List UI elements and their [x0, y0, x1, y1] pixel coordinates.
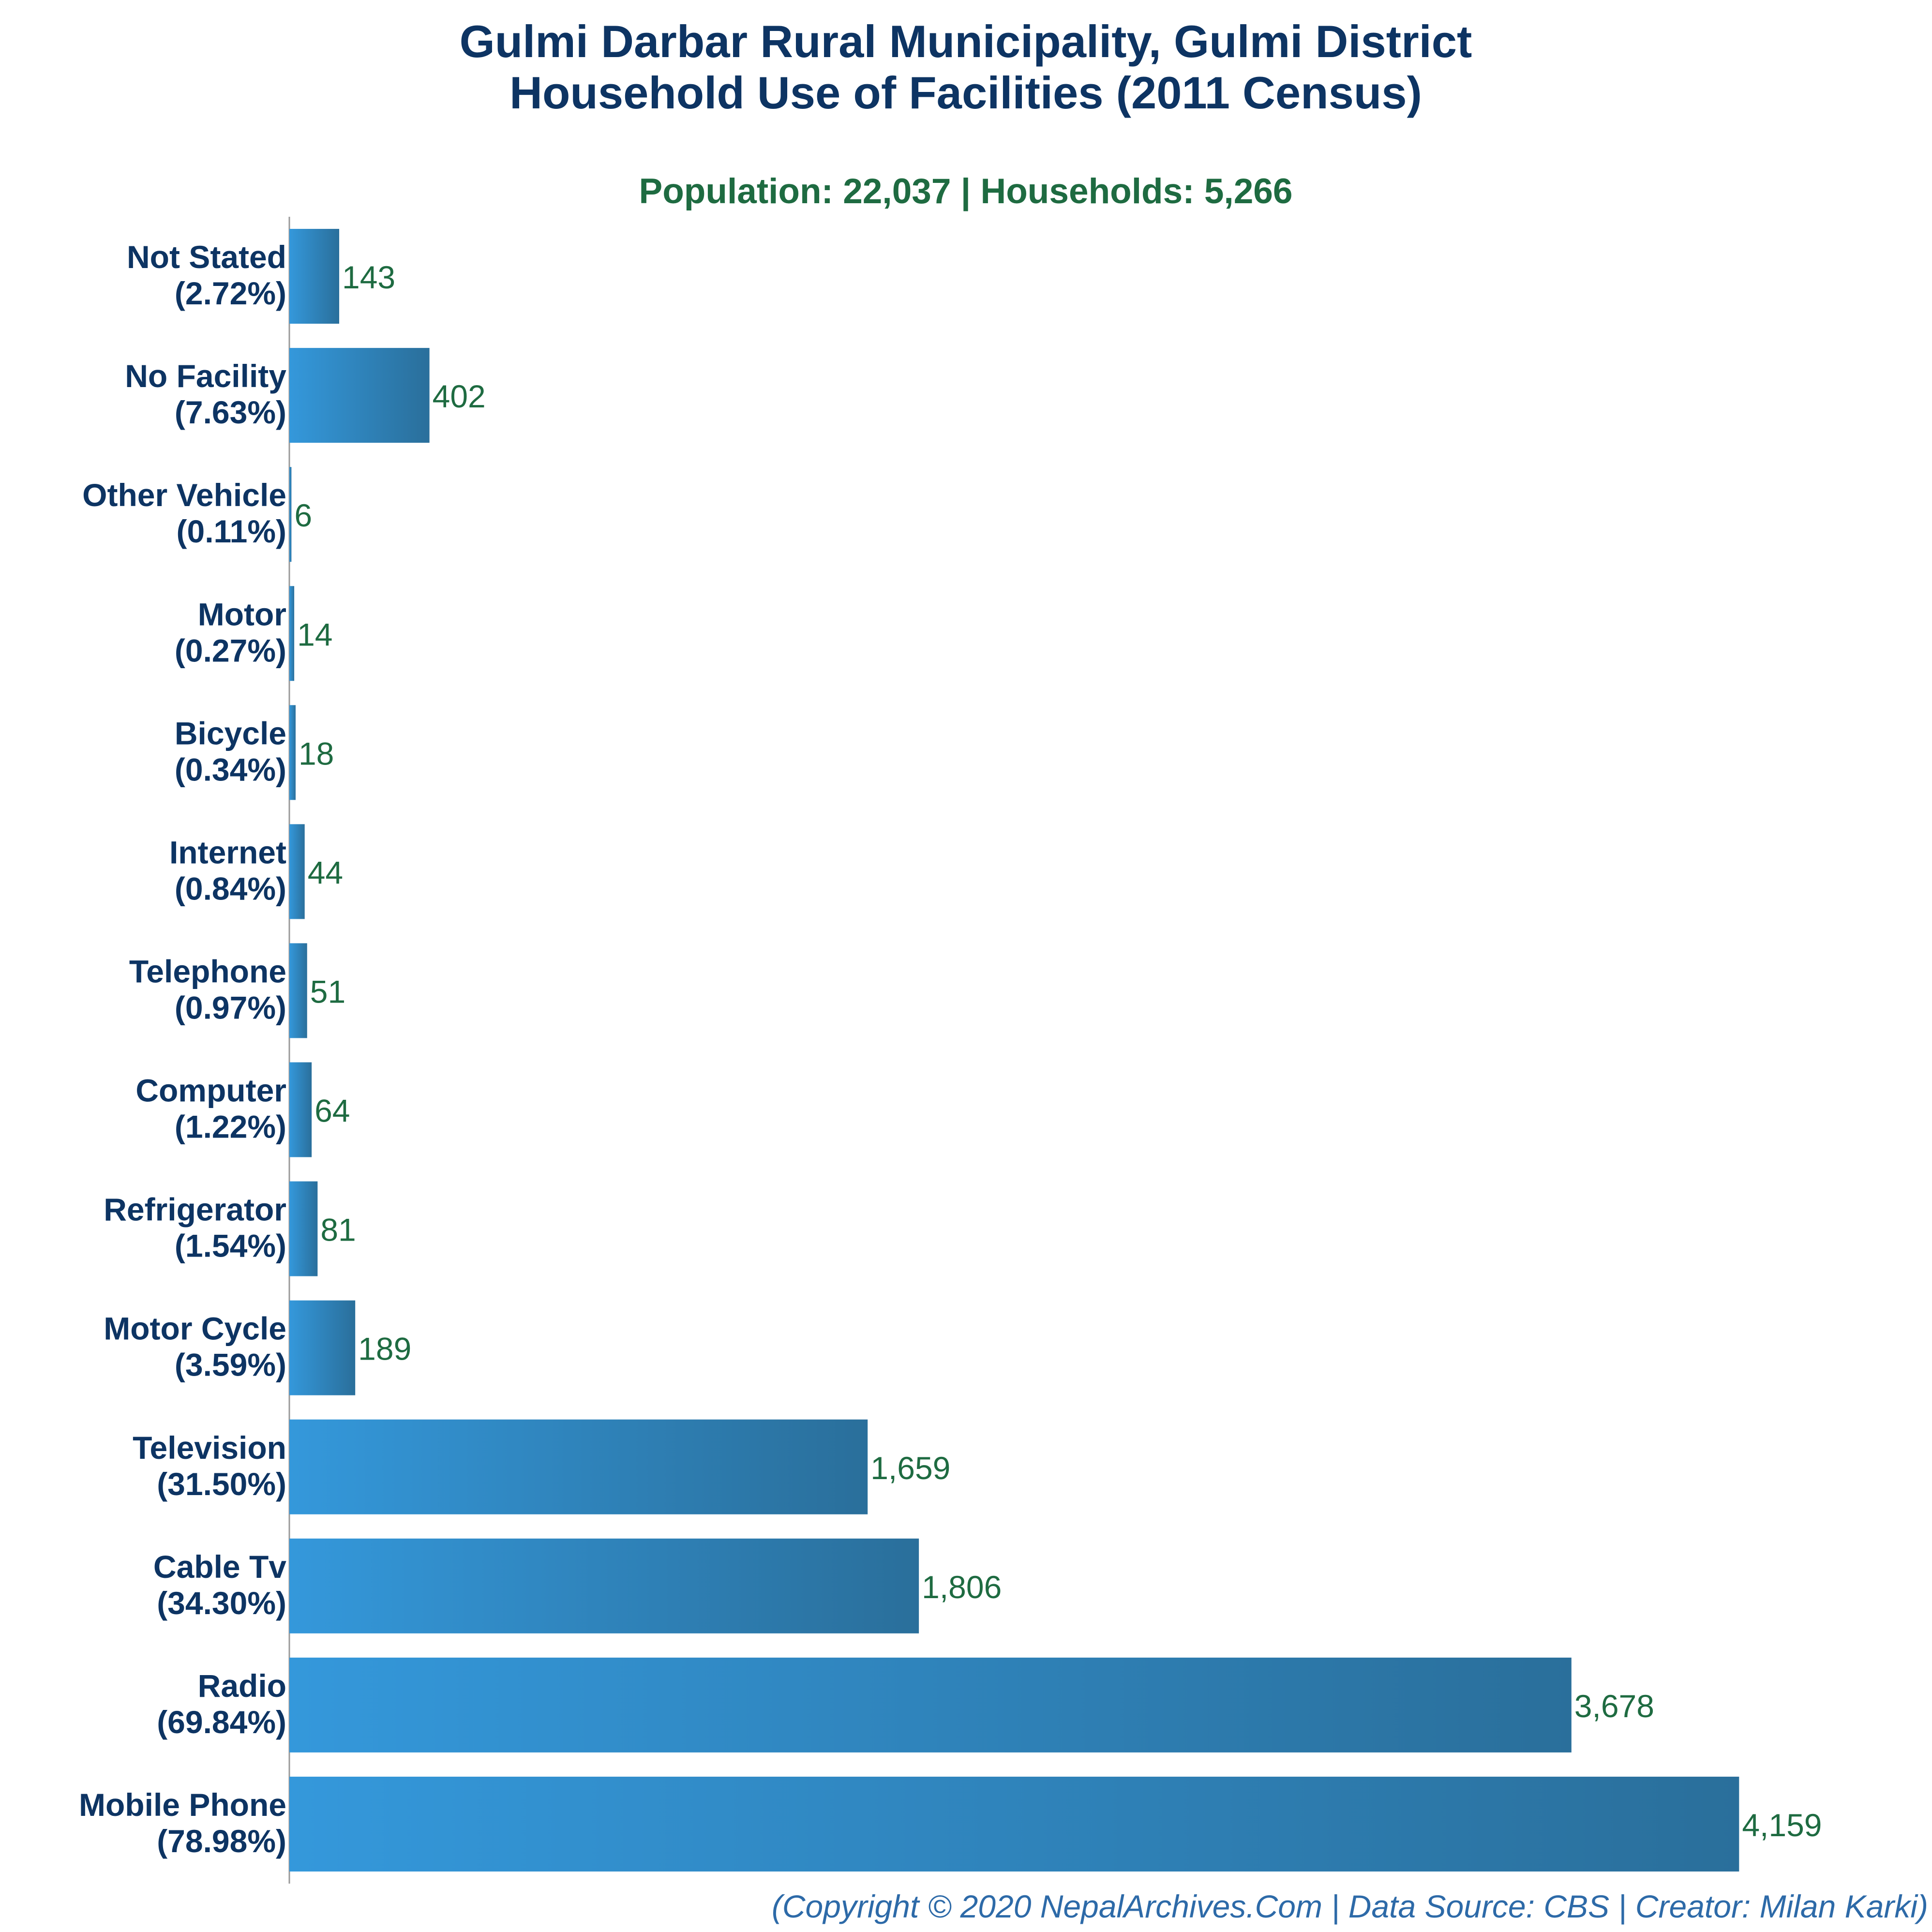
bar-radio: [289, 1657, 1572, 1752]
category-pct-not-stated: (2.72%): [175, 275, 286, 311]
chart-title-line-1: Gulmi Darbar Rural Municipality, Gulmi D…: [460, 16, 1472, 67]
category-pct-mobile-phone: (78.98%): [157, 1823, 286, 1859]
category-pct-motor: (0.27%): [175, 632, 286, 668]
bars: 143 Not Stated(2.72%) 402 No Facility(7.63%…: [79, 229, 1822, 1872]
value-label-no-facility: 402: [433, 378, 486, 414]
bar-mobile-phone: [289, 1776, 1739, 1872]
category-label-telephone: Telephone: [129, 953, 286, 989]
bar-refrigerator: [289, 1181, 318, 1276]
bar-cable-tv: [289, 1538, 919, 1633]
category-label-computer: Computer: [135, 1073, 286, 1108]
category-pct-no-facility: (7.63%): [175, 394, 286, 430]
bar-other-vehicle: [289, 467, 292, 562]
value-label-cable-tv: 1,806: [922, 1569, 1002, 1605]
value-label-television: 1,659: [870, 1450, 950, 1486]
bar-internet: [289, 824, 305, 919]
value-label-radio: 3,678: [1574, 1688, 1654, 1724]
category-pct-internet: (0.84%): [175, 870, 286, 906]
bar-computer: [289, 1062, 312, 1157]
category-label-no-facility: No Facility: [125, 358, 286, 394]
value-label-not-stated: 143: [342, 259, 395, 295]
category-pct-cable-tv: (34.30%): [157, 1585, 286, 1621]
value-label-bicycle: 18: [299, 735, 334, 771]
bar-no-facility: [289, 348, 430, 443]
chart-footer: (Copyright © 2020 NepalArchives.Com | Da…: [772, 1888, 1928, 1925]
value-label-computer: 64: [315, 1093, 350, 1129]
bar-bicycle: [289, 705, 296, 800]
bar-motor-cycle: [289, 1300, 356, 1395]
bar-not-stated: [289, 229, 340, 324]
category-label-radio: Radio: [198, 1668, 286, 1704]
category-label-bicycle: Bicycle: [175, 715, 286, 751]
value-label-telephone: 51: [310, 973, 345, 1009]
category-label-television: Television: [133, 1430, 286, 1466]
bar-motor: [289, 586, 295, 681]
category-pct-telephone: (0.97%): [175, 989, 286, 1025]
value-label-other-vehicle: 6: [294, 497, 312, 533]
category-pct-computer: (1.22%): [175, 1109, 286, 1145]
category-label-internet: Internet: [169, 834, 286, 870]
category-pct-radio: (69.84%): [157, 1704, 286, 1740]
bar-telephone: [289, 943, 307, 1038]
category-label-mobile-phone: Mobile Phone: [79, 1787, 286, 1823]
category-pct-television: (31.50%): [157, 1466, 286, 1502]
category-pct-refrigerator: (1.54%): [175, 1228, 286, 1264]
category-label-cable-tv: Cable Tv: [153, 1549, 286, 1585]
category-label-motor-cycle: Motor Cycle: [104, 1311, 286, 1347]
category-label-refrigerator: Refrigerator: [104, 1192, 286, 1228]
chart-title: Gulmi Darbar Rural Municipality, Gulmi D…: [460, 16, 1472, 118]
value-label-motor-cycle: 189: [358, 1331, 411, 1367]
category-label-not-stated: Not Stated: [127, 239, 286, 275]
value-label-internet: 44: [308, 854, 343, 890]
category-pct-other-vehicle: (0.11%): [177, 513, 286, 549]
category-label-other-vehicle: Other Vehicle: [82, 477, 286, 513]
bar-television: [289, 1419, 868, 1514]
category-pct-motor-cycle: (3.59%): [175, 1347, 286, 1383]
category-pct-bicycle: (0.34%): [175, 751, 286, 787]
chart-title-line-2: Household Use of Facilities (2011 Census…: [509, 67, 1422, 118]
value-label-motor: 14: [297, 616, 332, 652]
chart-subtitle: Population: 22,037 | Households: 5,266: [639, 172, 1293, 211]
category-label-motor: Motor: [198, 596, 286, 632]
value-label-refrigerator: 81: [320, 1212, 356, 1248]
value-label-mobile-phone: 4,159: [1742, 1807, 1822, 1843]
